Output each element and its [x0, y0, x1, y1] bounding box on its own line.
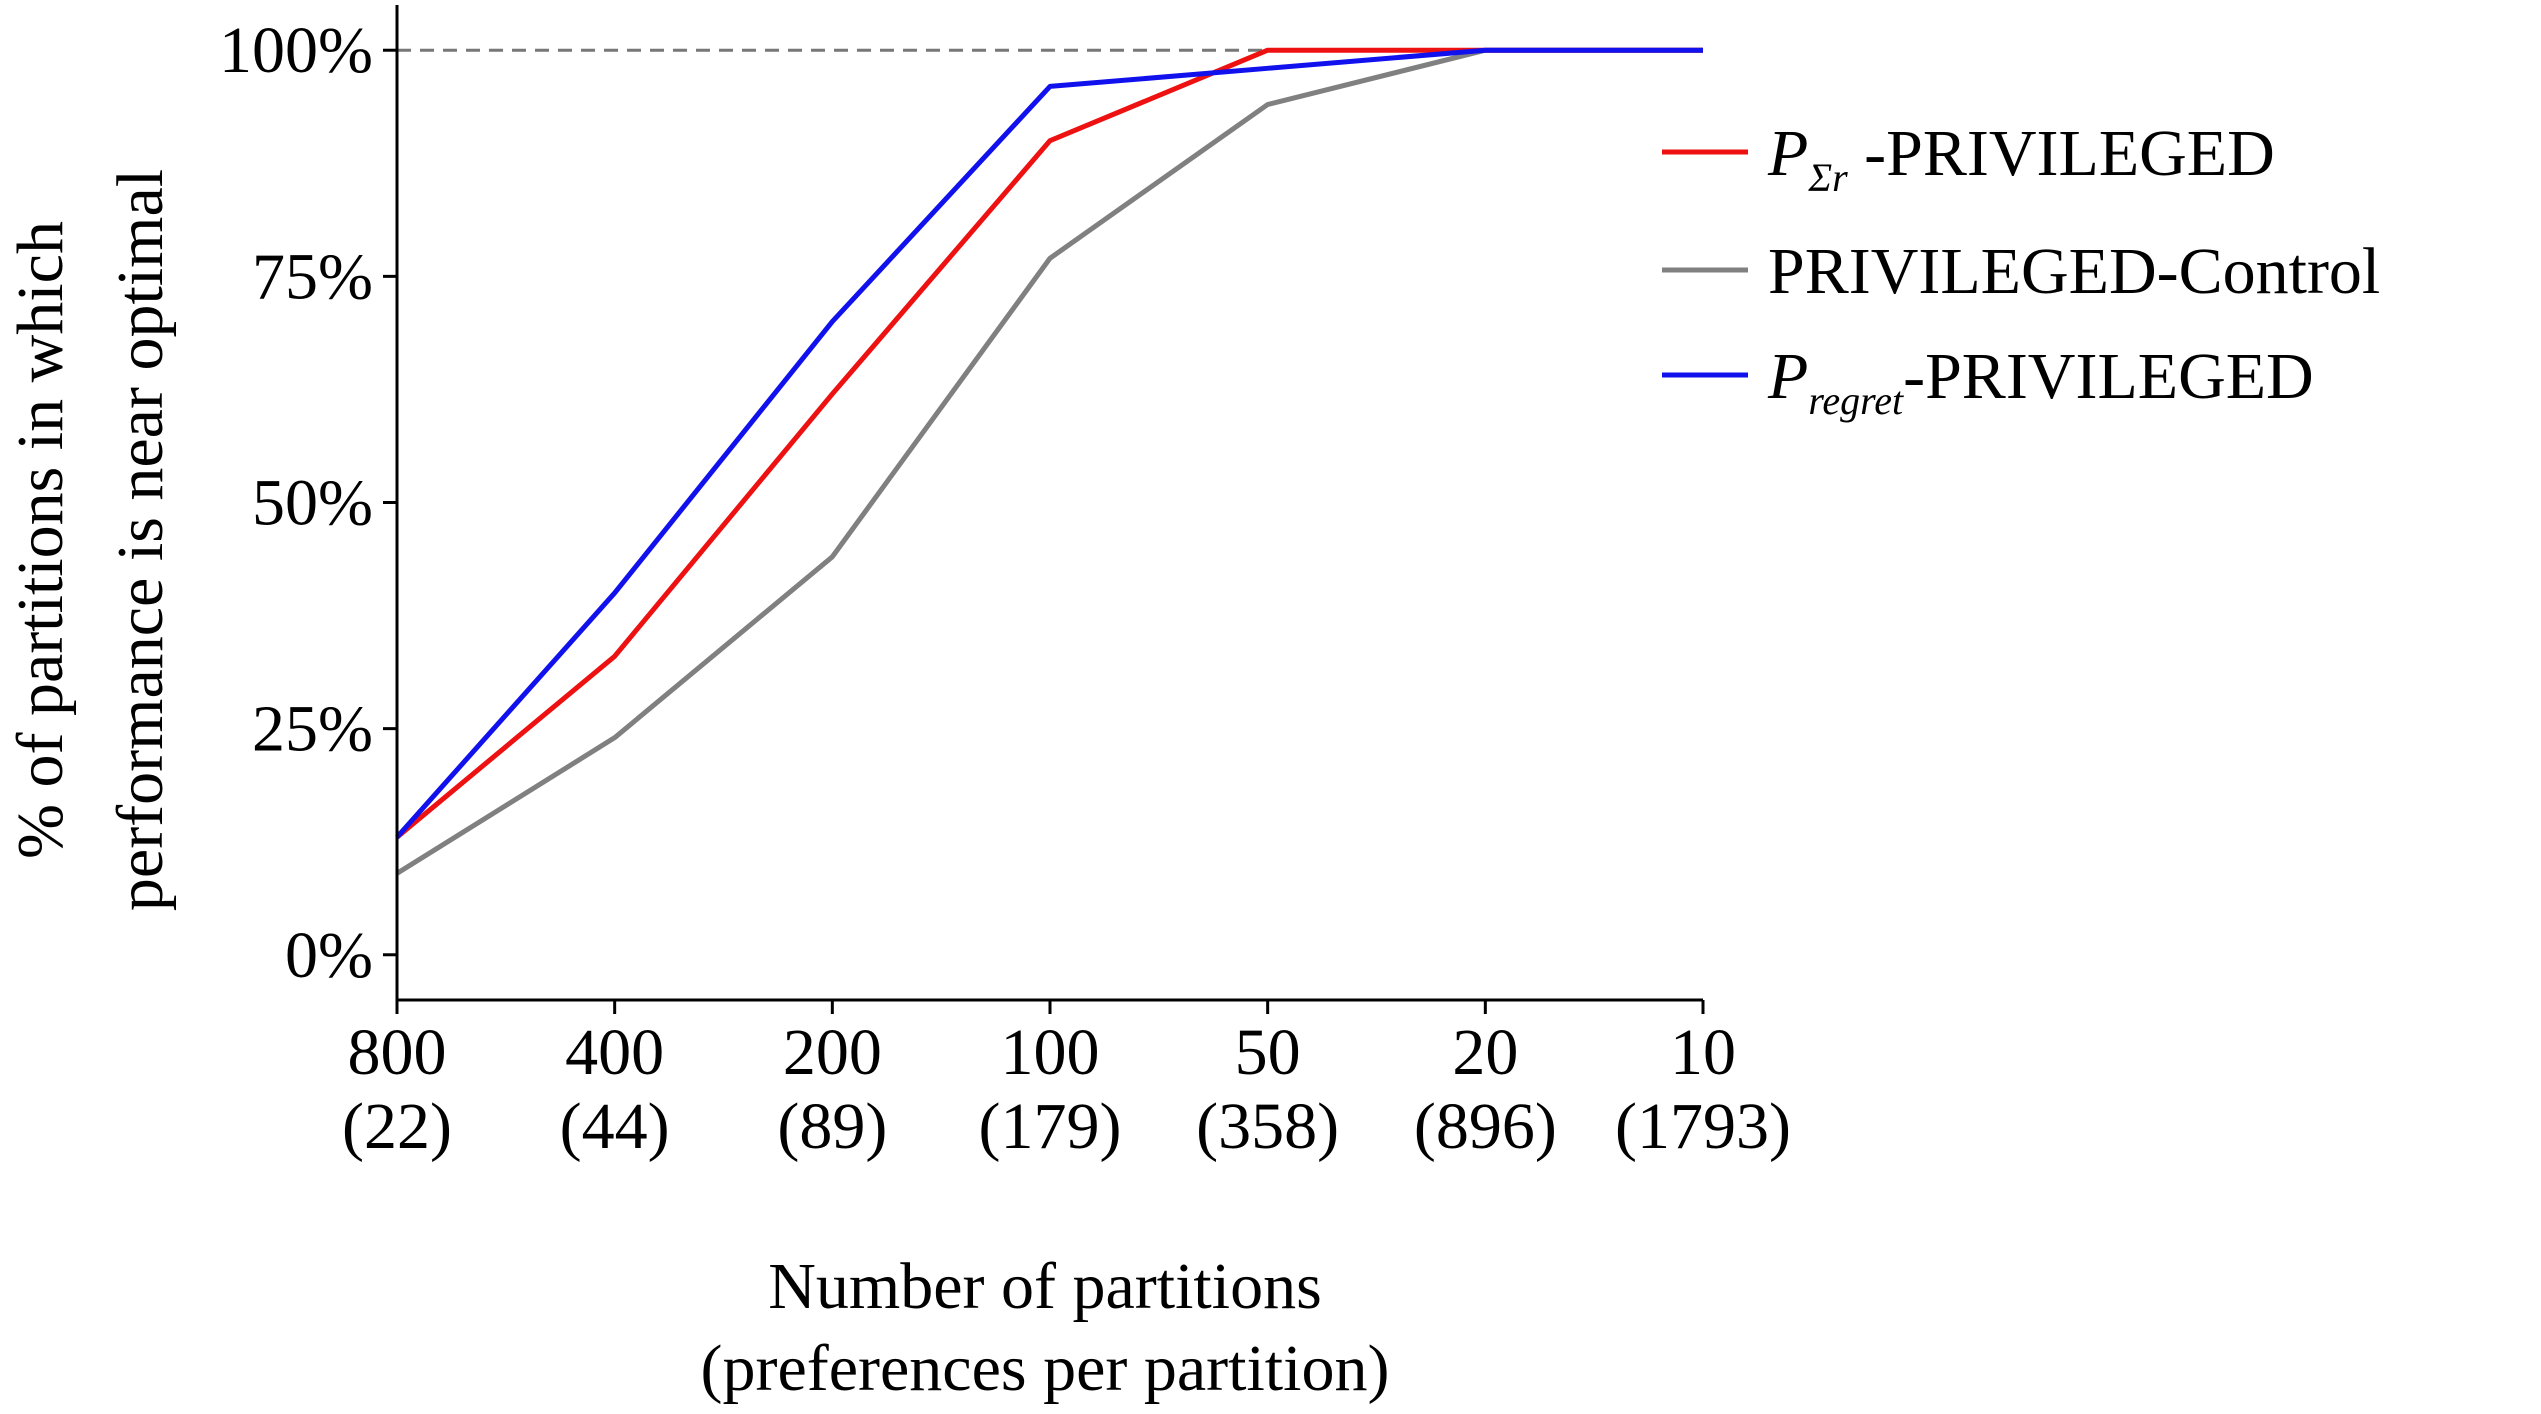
y-tick-label: 75% [252, 240, 373, 313]
x-tick-sublabel: (22) [342, 1090, 452, 1163]
x-tick-label: 50 [1235, 1016, 1301, 1089]
series-line-2 [395, 47, 1703, 876]
x-tick-sublabel: (1793) [1615, 1090, 1791, 1163]
y-tick-label: 0% [285, 919, 373, 992]
axes-layer [395, 5, 1703, 1002]
legend-item-3: Pregret-PRIVILEGED [1662, 340, 2314, 423]
y-tick-label: 25% [252, 693, 373, 766]
x-tick-sublabel: (358) [1196, 1090, 1339, 1163]
y-axis-title-line-2: performance is near optimal [104, 169, 177, 911]
x-axis-title-line-2: (preferences per partition) [701, 1332, 1390, 1405]
series-line-3 [395, 47, 1703, 839]
x-tick-label: 200 [783, 1016, 882, 1089]
legend-label: PRIVILEGED-Control [1768, 235, 2380, 308]
x-tick-sublabel: (89) [777, 1090, 887, 1163]
x-tick-label: 20 [1452, 1016, 1518, 1089]
legend-label: Pregret-PRIVILEGED [1767, 340, 2314, 423]
legend-item-1: PΣr -PRIVILEGED [1662, 117, 2275, 200]
y-axis-title-line-1: % of partitions in which [4, 221, 77, 859]
x-tick-label: 100 [1001, 1016, 1100, 1089]
x-ticks: 800(22) 400(44) 200(89) 100(179) 50(358) 20(8… [342, 1000, 1791, 1163]
x-tick-label: 400 [565, 1016, 664, 1089]
x-axis-title-line-1: Number of partitions [768, 1250, 1322, 1323]
y-tick-label: 100% [219, 14, 373, 87]
x-tick-sublabel: (179) [979, 1090, 1122, 1163]
x-tick-label: 10 [1670, 1016, 1736, 1089]
series-layer [395, 47, 1703, 876]
legend-label: PΣr -PRIVILEGED [1767, 117, 2275, 200]
legend-item-2: PRIVILEGED-Control [1662, 235, 2380, 308]
x-tick-sublabel: (44) [560, 1090, 670, 1163]
x-tick-sublabel: (896) [1414, 1090, 1557, 1163]
y-ticks: 0% 25% 50% 75% 100% [219, 14, 397, 992]
y-tick-label: 50% [252, 467, 373, 540]
series-line-1 [395, 47, 1703, 840]
x-tick-label: 800 [348, 1016, 447, 1089]
legend: PΣr -PRIVILEGED PRIVILEGED-Control Pregret… [1662, 117, 2380, 423]
